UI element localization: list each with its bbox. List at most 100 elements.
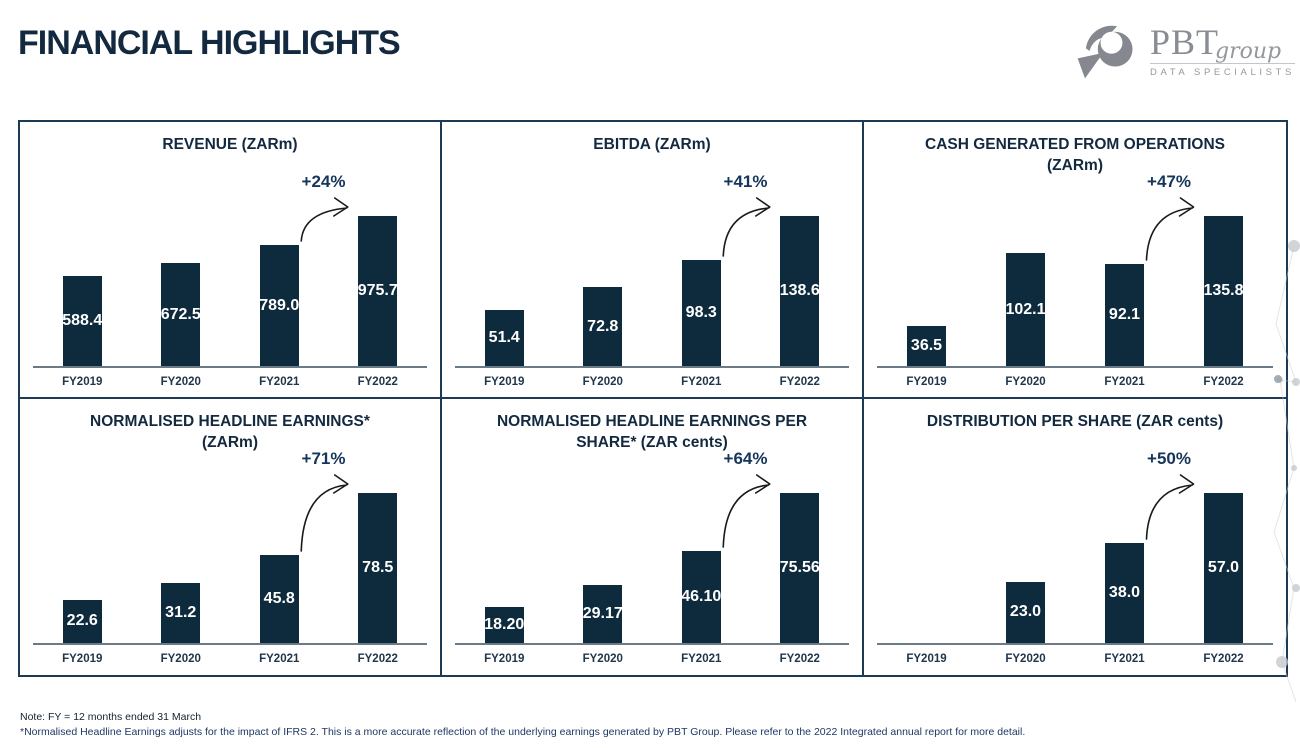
bar-slot	[877, 457, 976, 643]
bar-value-label: 138.6	[779, 282, 820, 299]
bar-slot: 588.4	[33, 180, 132, 366]
bar-slot: 22.6	[33, 457, 132, 643]
chart-panel-1: REVENUE (ZARm) 588.4 672.5 789.0 975.7 +24% FY…	[20, 122, 442, 399]
bar-slot: 29.17	[554, 457, 653, 643]
x-axis-label: FY2021	[681, 376, 722, 388]
chart-title: REVENUE (ZARm)	[162, 136, 298, 153]
bar-value-label: 45.8	[263, 589, 295, 607]
x-axis-labels: FY2019 FY2020 FY2021 FY2022	[877, 645, 1273, 673]
x-axis-label: FY2022	[357, 652, 398, 665]
bar-slot: 75.56	[751, 457, 850, 643]
growth-label: +71%	[301, 448, 346, 468]
growth-label: +64%	[723, 448, 768, 468]
bar-value-label: 135.8	[1203, 282, 1244, 299]
bar-fy2019: 36.5	[907, 326, 946, 366]
x-axis-label: FY2021	[1104, 376, 1145, 388]
x-axis-label: FY2019	[906, 652, 947, 665]
bar-value-label: 588.4	[62, 312, 103, 329]
bar-fy2021: 789.0	[259, 245, 299, 366]
bar-value-label: 51.4	[488, 329, 520, 346]
x-axis-line	[455, 366, 849, 368]
bar-fy2020: 23.0	[1006, 581, 1045, 643]
chart-area: 36.5 102.1 92.1 135.8 +47%	[877, 172, 1273, 366]
bar-slot: 45.8	[230, 457, 329, 643]
chart-title: NORMALISED HEADLINE EARNINGS PER SHARE* (…	[496, 412, 808, 451]
chart-panel-3: CASH GENERATED FROM OPERATIONS (ZARm) 36.5…	[864, 122, 1286, 399]
bar-fy2021: 38.0	[1105, 542, 1144, 643]
x-axis-labels: FY2019 FY2020 FY2021 FY2022	[33, 368, 427, 396]
bar-value-label: 98.3	[685, 304, 717, 321]
page-title: FINANCIAL HIGHLIGHTS	[18, 24, 401, 62]
growth-label: +24%	[301, 172, 346, 191]
x-axis-label: FY2021	[681, 652, 722, 665]
x-axis-label: FY2021	[259, 376, 300, 388]
chart-panel-4: NORMALISED HEADLINE EARNINGS* (ZARm) 22.6 3…	[20, 398, 442, 675]
logo-rule	[1150, 63, 1295, 64]
x-axis-labels: FY2019 FY2020 FY2021 FY2022	[455, 368, 849, 396]
x-axis-line	[877, 642, 1273, 645]
footnotes: Note: FY = 12 months ended 31 March *Nor…	[20, 710, 1025, 740]
x-axis-label: FY2022	[779, 376, 820, 388]
bar-fy2021: 45.8	[259, 554, 299, 643]
bar-slot: 78.5	[329, 457, 428, 643]
bar-value-label: 36.5	[910, 337, 943, 354]
bar-fy2020: 31.2	[161, 582, 201, 643]
bar-fy2022: 57.0	[1204, 492, 1243, 643]
chart-area: 588.4 672.5 789.0 975.7 +24%	[33, 172, 427, 366]
chart-panel-6: DISTRIBUTION PER SHARE (ZAR cents) 23.0 38…	[864, 399, 1286, 676]
bar-value-label: 31.2	[165, 603, 197, 621]
bar-fy2019: 22.6	[62, 599, 102, 643]
bar-value-label: 57.0	[1207, 558, 1240, 576]
bar-value-label: 38.0	[1108, 583, 1141, 601]
growth-label: +41%	[723, 172, 768, 191]
growth-label: +50%	[1147, 448, 1191, 468]
logo-tagline: DATA SPECIALISTS	[1150, 67, 1295, 78]
bar-fy2022: 135.8	[1203, 216, 1244, 366]
chart-panel-2: EBITDA (ZARm) 51.4 72.8 98.3 138.6 +41% FY2019…	[442, 122, 864, 399]
bar-value-label: 18.20	[484, 615, 525, 633]
x-axis-label: FY2020	[160, 652, 201, 665]
chart-area: 23.0 38.0 57.0 +50%	[877, 449, 1273, 643]
bar-value-label: 672.5	[160, 305, 201, 323]
x-axis-label: FY2019	[62, 376, 103, 388]
bar-fy2021: 46.10	[681, 550, 722, 643]
x-axis-label: FY2019	[484, 376, 525, 388]
x-axis-label: FY2020	[1005, 376, 1046, 388]
note-line-2: *Normalised Headline Earnings adjusts fo…	[20, 726, 1026, 738]
charts-grid: REVENUE (ZARm) 588.4 672.5 789.0 975.7 +24% FY…	[18, 120, 1288, 677]
chart-area: 18.20 29.17 46.10 75.56 +64%	[455, 449, 850, 643]
x-axis-labels: FY2019 FY2020 FY2021 FY2022	[877, 368, 1273, 396]
x-axis-label: FY2019	[906, 376, 947, 388]
bar-slot: 789.0	[230, 180, 329, 366]
chart-title: CASH GENERATED FROM OPERATIONS (ZARm)	[925, 136, 1225, 174]
bar-value-label: 75.56	[779, 558, 820, 576]
x-axis-label: FY2022	[1203, 652, 1244, 665]
x-axis-label: FY2021	[259, 652, 300, 665]
bar-slot: 975.7	[329, 180, 428, 366]
bar-fy2020: 29.17	[583, 584, 623, 643]
chart-title: NORMALISED HEADLINE EARNINGS* (ZARm)	[90, 412, 370, 451]
bar-value-label: 102.1	[1005, 300, 1046, 318]
bars: 22.6 31.2 45.8 78.5	[33, 457, 427, 643]
logo-suffix: group	[1215, 39, 1282, 64]
pbt-logo-mark-icon	[1077, 25, 1133, 79]
x-axis-label: FY2019	[62, 652, 103, 665]
bar-slot: 23.0	[976, 457, 1075, 643]
bar-fy2022: 78.5	[358, 492, 398, 643]
bar-value-label: 78.5	[362, 558, 394, 576]
bar-fy2019: 588.4	[62, 276, 103, 366]
bar-slot: 18.20	[455, 457, 554, 643]
x-axis-labels: FY2019 FY2020 FY2021 FY2022	[455, 645, 849, 673]
bar-fy2022: 975.7	[358, 216, 398, 366]
bar-slot: 102.1	[976, 180, 1075, 366]
bar-value-label: 22.6	[66, 612, 98, 629]
x-axis-label: FY2021	[1104, 652, 1145, 665]
bar-value-label: 46.10	[681, 587, 722, 605]
chart-panel-5: NORMALISED HEADLINE EARNINGS PER SHARE* (…	[442, 398, 864, 675]
bar-slot: 57.0	[1174, 457, 1273, 643]
bar-value-label: 23.0	[1009, 603, 1042, 620]
x-axis-label: FY2022	[1203, 376, 1244, 388]
note-line-1: Note: FY = 12 months ended 31 March	[20, 711, 202, 723]
bar-slot: 135.8	[1174, 180, 1273, 366]
bars: 588.4 672.5 789.0 975.7	[33, 180, 427, 366]
